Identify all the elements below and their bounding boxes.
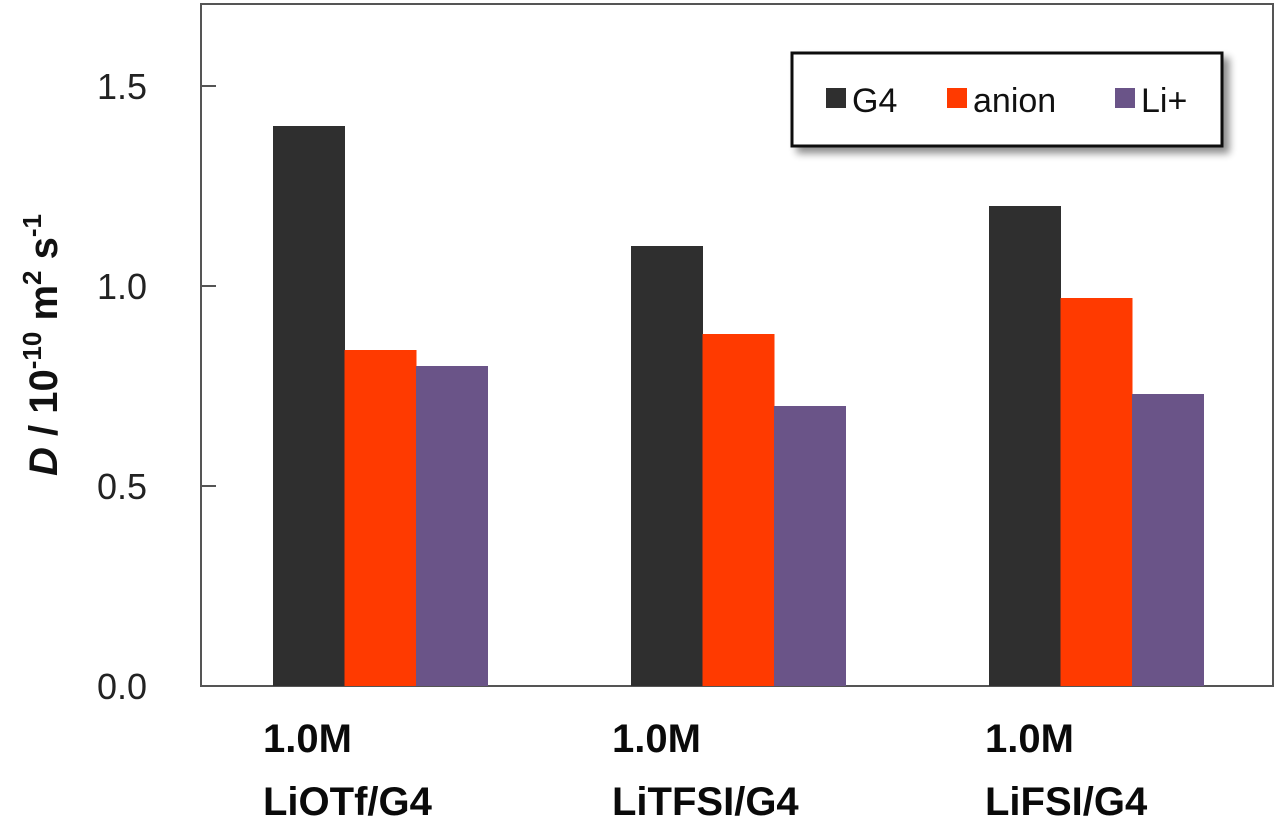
category-label-line2: LiOTf/G4 [263,780,433,823]
y-tick-label: 1.5 [97,66,147,107]
y-label-unit2: s [22,237,66,270]
bar-li [416,366,488,686]
legend-swatch-anion [947,88,967,108]
category-label-line1: 1.0M [985,717,1074,761]
bar-anion [702,334,775,686]
legend-label-li: Li+ [1141,82,1187,120]
y-axis: 0.0 0.5 1.0 1.5 [97,66,216,707]
bar-anion [1060,298,1133,686]
bars [273,126,1204,686]
x-axis-labels: 1.0M LiOTf/G4 1.0M LiTFSI/G4 1.0M LiFSI/… [263,717,1148,823]
category-label-line2: LiFSI/G4 [985,780,1148,823]
bar-li [1132,394,1204,686]
category-label-line1: 1.0M [263,717,352,761]
y-label-exp2: 2 [17,271,47,285]
bar-anion [344,350,417,686]
bar-li [774,406,846,686]
legend-label-g4: G4 [852,82,897,120]
y-label-exp3: -1 [17,214,47,237]
y-label-sep: / 10 [22,369,66,447]
legend: G4 anion Li+ [790,51,1224,148]
category-label-line1: 1.0M [612,717,701,761]
legend-label-anion: anion [973,82,1056,120]
y-label-exp1: -10 [17,332,47,370]
bar-g4 [989,206,1061,686]
bar-g4 [273,126,345,686]
y-axis-label: D / 10-10 m2 s-1 [17,214,66,476]
y-tick-label: 0.0 [97,666,147,707]
bar-g4 [631,246,703,686]
legend-swatch-li [1115,88,1135,108]
category-label-line2: LiTFSI/G4 [612,780,799,823]
y-label-symbol: D [22,447,66,476]
y-tick-label: 1.0 [97,266,147,307]
y-tick-label: 0.5 [97,466,147,507]
legend-swatch-g4 [826,88,846,108]
y-label-unit1: m [22,285,66,332]
